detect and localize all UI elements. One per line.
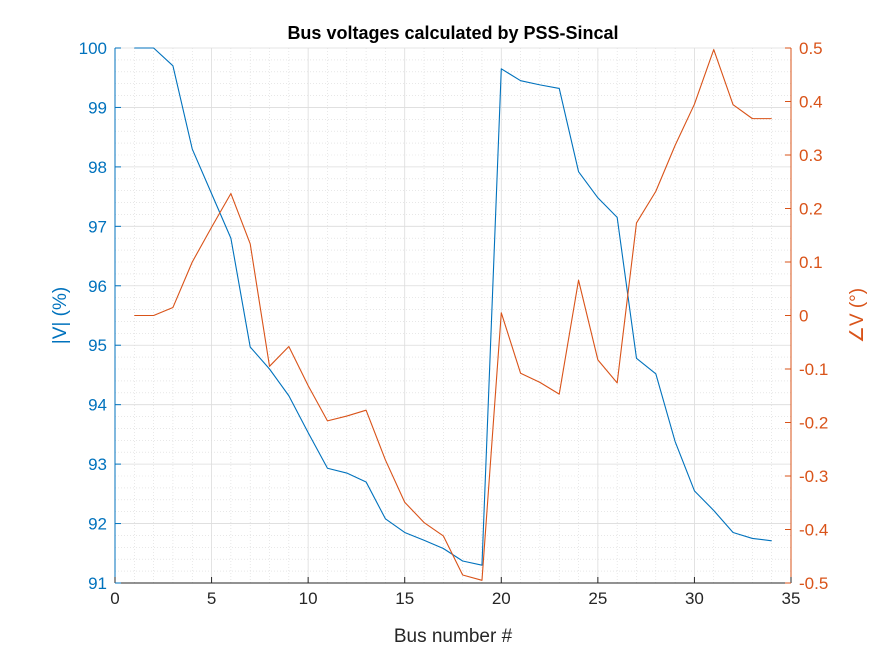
x-tick-label: 30	[685, 589, 704, 608]
y-tick-label-right: -0.4	[799, 521, 828, 540]
y-tick-label-right: 0.1	[799, 253, 823, 272]
y-tick-label-right: -0.3	[799, 467, 828, 486]
y-tick-label-right: 0.2	[799, 200, 823, 219]
chart-title: Bus voltages calculated by PSS-Sincal	[287, 23, 618, 43]
y-tick-label-left: 94	[88, 396, 107, 415]
y-tick-label-left: 92	[88, 515, 107, 534]
y-tick-label-left: 93	[88, 455, 107, 474]
y-tick-label-right: -0.5	[799, 574, 828, 593]
y-tick-label-left: 99	[88, 98, 107, 117]
voltage-angle-line	[134, 49, 772, 581]
x-tick-label: 5	[207, 589, 216, 608]
axes-layer: 0 5 10 15 20 25 30 35 91 92 93 94 95 96 97 98 99 100 -0.5 -…	[79, 39, 829, 608]
y-tick-label-left: 96	[88, 277, 107, 296]
y-tick-label-left: 100	[79, 39, 107, 58]
y-axis-label-right: ∠V (°)	[847, 288, 868, 343]
x-tick-label: 25	[588, 589, 607, 608]
y-tick-label-right: -0.2	[799, 414, 828, 433]
labels-layer: Bus voltages calculated by PSS-Sincal Bu…	[50, 23, 868, 647]
y-tick-label-right: 0	[799, 307, 808, 326]
y-tick-label-left: 97	[88, 217, 107, 236]
x-tick-label: 0	[110, 589, 119, 608]
y-tick-label-left: 95	[88, 336, 107, 355]
x-axis-label: Bus number #	[394, 626, 513, 647]
x-tick-label: 15	[395, 589, 414, 608]
y-tick-label-right: 0.3	[799, 146, 823, 165]
y-tick-label-right: -0.1	[799, 360, 828, 379]
x-tick-label: 10	[299, 589, 318, 608]
y-tick-label-left: 98	[88, 158, 107, 177]
y-tick-label-right: 0.4	[799, 93, 823, 112]
plot-area	[115, 48, 791, 583]
x-tick-label: 20	[492, 589, 511, 608]
x-tick-label: 35	[782, 589, 801, 608]
y-tick-label-right: 0.5	[799, 39, 823, 58]
y-tick-label-left: 91	[88, 574, 107, 593]
y-axis-label-left: |V| (%)	[50, 287, 71, 344]
series-layer	[134, 47, 772, 581]
